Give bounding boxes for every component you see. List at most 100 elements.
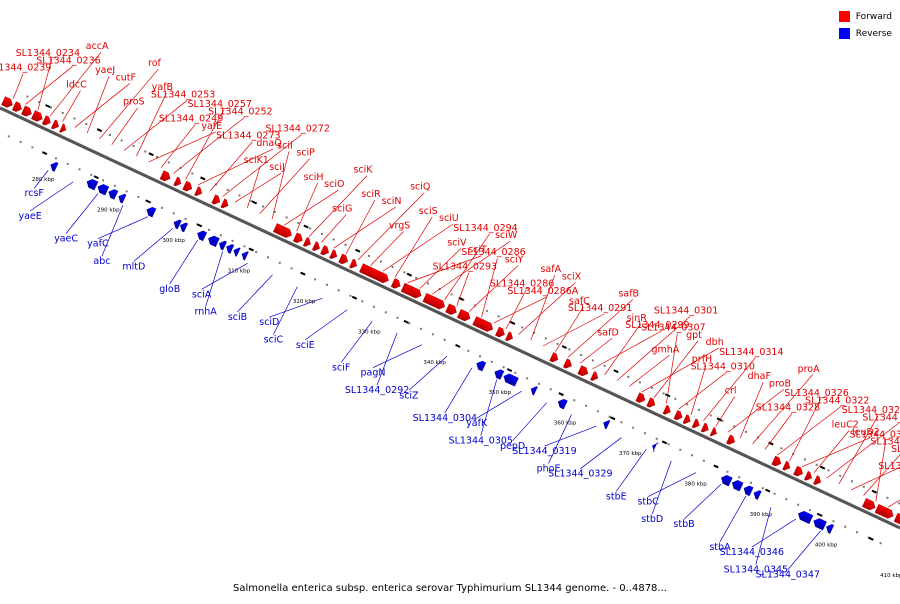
legend: Forward Reverse bbox=[838, 8, 892, 42]
axis-tick-label: 380 kbp bbox=[684, 482, 707, 488]
forward-gene-label: cutF bbox=[116, 72, 136, 83]
forward-gene-label: yafE bbox=[201, 121, 222, 132]
forward-callout-line bbox=[653, 340, 699, 398]
forward-swatch bbox=[838, 11, 850, 22]
forward-gene-label: sciU bbox=[439, 213, 459, 224]
forward-callout-line bbox=[826, 423, 899, 479]
reverse-callout-line bbox=[787, 530, 821, 570]
track-dot bbox=[297, 221, 300, 224]
track-dot bbox=[662, 392, 665, 395]
forward-gene bbox=[292, 232, 303, 243]
track-mark bbox=[41, 151, 48, 156]
forward-callout-line bbox=[419, 248, 462, 289]
forward-callout-line bbox=[86, 76, 110, 134]
track-dot bbox=[650, 386, 653, 389]
forward-gene bbox=[726, 434, 735, 445]
track-dot bbox=[415, 276, 418, 279]
track-dot bbox=[721, 419, 724, 422]
track-dot bbox=[851, 480, 854, 483]
track-dot bbox=[620, 421, 623, 424]
forward-gene-shape bbox=[726, 434, 735, 445]
track-dot bbox=[85, 123, 88, 126]
reverse-callout-line bbox=[372, 344, 423, 368]
reverse-gene bbox=[197, 230, 208, 242]
forward-gene-label: SL1344_0239 bbox=[0, 63, 51, 74]
forward-gene-label: SL1344_0291 bbox=[568, 303, 632, 314]
reverse-gene bbox=[721, 475, 733, 487]
forward-gene-shape bbox=[349, 258, 358, 269]
reverse-gene-shape bbox=[226, 244, 235, 254]
forward-callout-line bbox=[666, 333, 678, 404]
track-dot bbox=[521, 326, 524, 329]
forward-gene-label: SL1344_0294 bbox=[453, 223, 517, 234]
forward-gene bbox=[400, 282, 422, 299]
reverse-callout-line bbox=[512, 402, 547, 442]
track-dot bbox=[832, 520, 835, 523]
forward-gene bbox=[273, 223, 292, 238]
track-dot bbox=[66, 162, 69, 165]
track-dot bbox=[431, 333, 434, 336]
forward-callout-line bbox=[567, 299, 633, 358]
reverse-callout-line bbox=[616, 449, 647, 492]
forward-gene-label: dhaF bbox=[748, 371, 771, 382]
reverse-gene-label: yafC bbox=[87, 239, 109, 250]
forward-gene-label: SL1344_0286A bbox=[507, 286, 578, 297]
reverse-gene-label: stbB bbox=[673, 519, 694, 530]
forward-gene-shape bbox=[21, 105, 32, 117]
reverse-gene-label: yaeE bbox=[18, 211, 41, 222]
forward-callout-line bbox=[111, 107, 139, 145]
forward-gene bbox=[472, 316, 494, 332]
track-dot bbox=[568, 348, 571, 351]
track-dot bbox=[250, 199, 253, 202]
track-dot bbox=[73, 117, 76, 120]
track-dot bbox=[655, 437, 658, 440]
forward-gene-shape bbox=[182, 180, 193, 192]
forward-callout-line bbox=[592, 330, 662, 370]
reverse-gene-shape bbox=[97, 184, 110, 196]
forward-gene-label: gmhA bbox=[651, 344, 679, 355]
track-dot bbox=[479, 355, 482, 358]
track-dot bbox=[726, 470, 729, 473]
legend-forward-label: Forward bbox=[855, 11, 892, 22]
track-dot bbox=[420, 327, 423, 330]
forward-gene-shape bbox=[793, 465, 803, 477]
reverse-gene-shape bbox=[108, 189, 119, 200]
track-dot bbox=[497, 315, 500, 318]
track-dot bbox=[573, 399, 576, 402]
forward-callout-line bbox=[284, 189, 339, 226]
forward-gene bbox=[12, 101, 22, 112]
reverse-callout-line bbox=[647, 472, 697, 497]
reverse-gene-label: SL1344_0292 bbox=[345, 385, 409, 396]
axis-tick-label: 360 kbp bbox=[554, 421, 577, 427]
forward-gene bbox=[311, 241, 320, 251]
track-dot bbox=[745, 430, 748, 433]
track-dot bbox=[184, 217, 187, 220]
reverse-gene-label: SL1344_0345 bbox=[724, 564, 788, 575]
reverse-gene bbox=[173, 219, 182, 230]
reverse-gene bbox=[652, 442, 659, 452]
forward-callout-line bbox=[752, 374, 813, 445]
forward-gene-label: sciX bbox=[562, 271, 582, 282]
track-mark bbox=[509, 321, 516, 325]
forward-gene-label: prfH bbox=[692, 354, 712, 365]
reverse-gene-shape bbox=[241, 251, 249, 261]
reverse-gene bbox=[798, 511, 814, 524]
forward-gene-shape bbox=[771, 455, 782, 467]
track-dot bbox=[172, 212, 175, 215]
reverse-callout-line bbox=[237, 274, 273, 313]
forward-gene-shape bbox=[311, 241, 320, 251]
track-mark bbox=[93, 175, 99, 180]
legend-reverse-label: Reverse bbox=[855, 28, 892, 39]
track-dot bbox=[856, 531, 859, 534]
axis-tick-label: 330 kbp bbox=[358, 329, 381, 335]
forward-gene bbox=[673, 410, 683, 421]
track-dot bbox=[474, 304, 477, 307]
forward-callout-line bbox=[12, 73, 24, 99]
forward-gene-shape bbox=[700, 422, 709, 433]
reverse-callout-line bbox=[651, 460, 672, 515]
forward-gene-shape bbox=[302, 237, 311, 247]
reverse-callout-line bbox=[548, 414, 572, 464]
track-dot bbox=[137, 195, 140, 198]
forward-gene bbox=[211, 194, 221, 205]
reverse-callout-line bbox=[97, 216, 149, 240]
